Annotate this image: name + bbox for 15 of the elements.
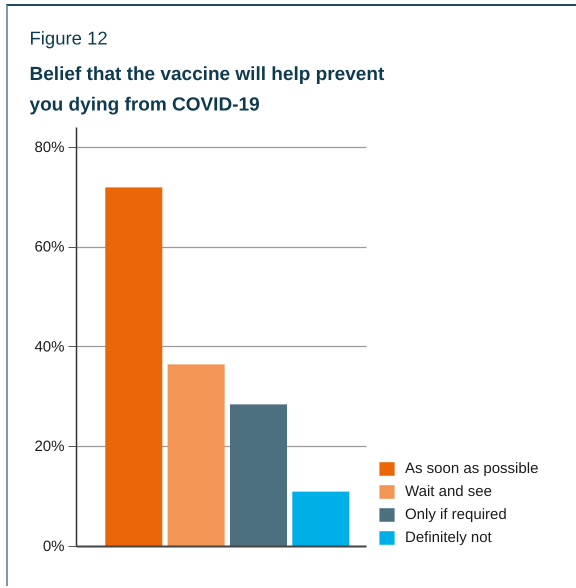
bar bbox=[168, 364, 225, 546]
y-tick-label: 40% bbox=[34, 338, 65, 356]
legend-label: Wait and see bbox=[405, 483, 492, 500]
bar bbox=[105, 187, 162, 546]
legend-label: Definitely not bbox=[405, 529, 492, 546]
chart-subtitle: Belief that the vaccine will help prevent you dying from COVID-19 bbox=[30, 64, 385, 116]
legend-label: Only if required bbox=[405, 506, 507, 523]
y-tick-label: 60% bbox=[34, 238, 65, 256]
bar bbox=[230, 404, 287, 546]
y-tick-label: 80% bbox=[34, 138, 65, 156]
bar bbox=[292, 492, 350, 546]
chart-title: Figure 12 bbox=[30, 28, 108, 48]
legend-label: As soon as possible bbox=[405, 460, 538, 477]
y-tick-label: 0% bbox=[42, 538, 65, 555]
y-tick-label: 20% bbox=[34, 438, 65, 456]
